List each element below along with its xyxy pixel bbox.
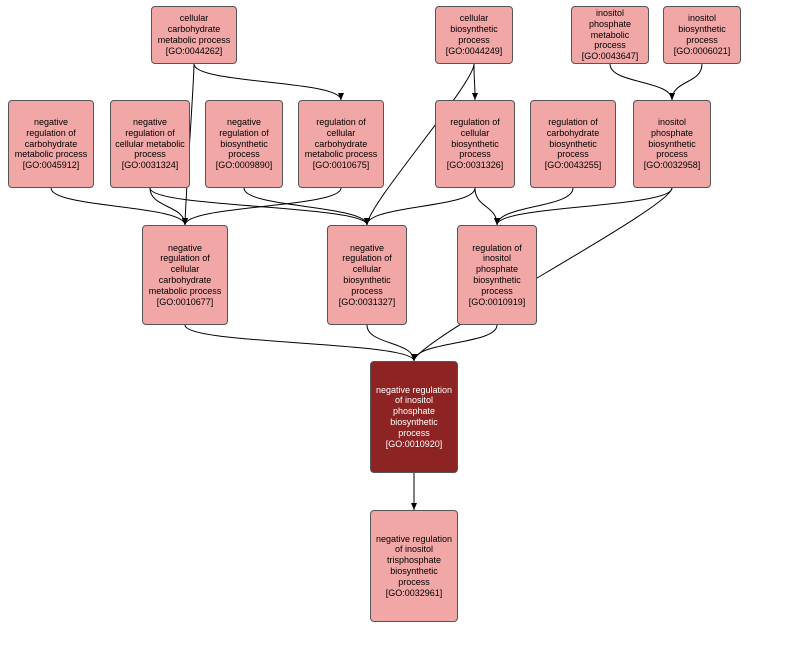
edge <box>414 188 672 361</box>
node-label: negative regulation of cellular metaboli… <box>115 117 185 171</box>
edge <box>497 188 573 225</box>
edge <box>244 188 367 225</box>
node-n10: inositol phosphate biosynthetic process … <box>633 100 711 188</box>
node-label: inositol phosphate metabolic process [GO… <box>576 8 644 62</box>
edge <box>672 64 702 100</box>
node-n15: negative regulation of inositol trisphos… <box>370 510 458 622</box>
edge <box>475 188 497 225</box>
edge <box>51 188 185 225</box>
edge <box>150 188 367 225</box>
edge <box>150 188 185 225</box>
edge <box>367 325 414 361</box>
edge <box>474 64 475 100</box>
node-label: regulation of inositol phosphate biosynt… <box>462 243 532 308</box>
node-label: regulation of carbohydrate biosynthetic … <box>535 117 611 171</box>
edge <box>185 188 341 225</box>
node-label: negative regulation of cellular biosynth… <box>332 243 402 308</box>
node-n5: negative regulation of cellular metaboli… <box>110 100 190 188</box>
edge <box>610 64 672 100</box>
node-label: cellular biosynthetic process [GO:004424… <box>440 13 508 56</box>
node-n4: negative regulation of carbohydrate meta… <box>8 100 94 188</box>
node-label: negative regulation of inositol trisphos… <box>375 534 453 599</box>
node-label: cellular carbohydrate metabolic process … <box>156 13 232 56</box>
node-label: negative regulation of inositol phosphat… <box>375 385 453 450</box>
node-n2: inositol phosphate metabolic process [GO… <box>571 6 649 64</box>
node-label: negative regulation of biosynthetic proc… <box>210 117 278 171</box>
node-n1: cellular biosynthetic process [GO:004424… <box>435 6 513 64</box>
node-n3: inositol biosynthetic process [GO:000602… <box>663 6 741 64</box>
node-label: inositol phosphate biosynthetic process … <box>638 117 706 171</box>
node-n7: regulation of cellular carbohydrate meta… <box>298 100 384 188</box>
node-n8: regulation of cellular biosynthetic proc… <box>435 100 515 188</box>
node-n0: cellular carbohydrate metabolic process … <box>151 6 237 64</box>
edge <box>194 64 341 100</box>
node-label: regulation of cellular biosynthetic proc… <box>440 117 510 171</box>
node-n11: negative regulation of cellular carbohyd… <box>142 225 228 325</box>
edge <box>367 188 475 225</box>
node-n13: regulation of inositol phosphate biosynt… <box>457 225 537 325</box>
node-n14: negative regulation of inositol phosphat… <box>370 361 458 473</box>
node-label: inositol biosynthetic process [GO:000602… <box>668 13 736 56</box>
node-label: negative regulation of carbohydrate meta… <box>13 117 89 171</box>
node-label: regulation of cellular carbohydrate meta… <box>303 117 379 171</box>
edge <box>185 325 414 361</box>
node-n12: negative regulation of cellular biosynth… <box>327 225 407 325</box>
edge <box>414 325 497 361</box>
edge <box>497 188 672 225</box>
node-n9: regulation of carbohydrate biosynthetic … <box>530 100 616 188</box>
node-n6: negative regulation of biosynthetic proc… <box>205 100 283 188</box>
node-label: negative regulation of cellular carbohyd… <box>147 243 223 308</box>
